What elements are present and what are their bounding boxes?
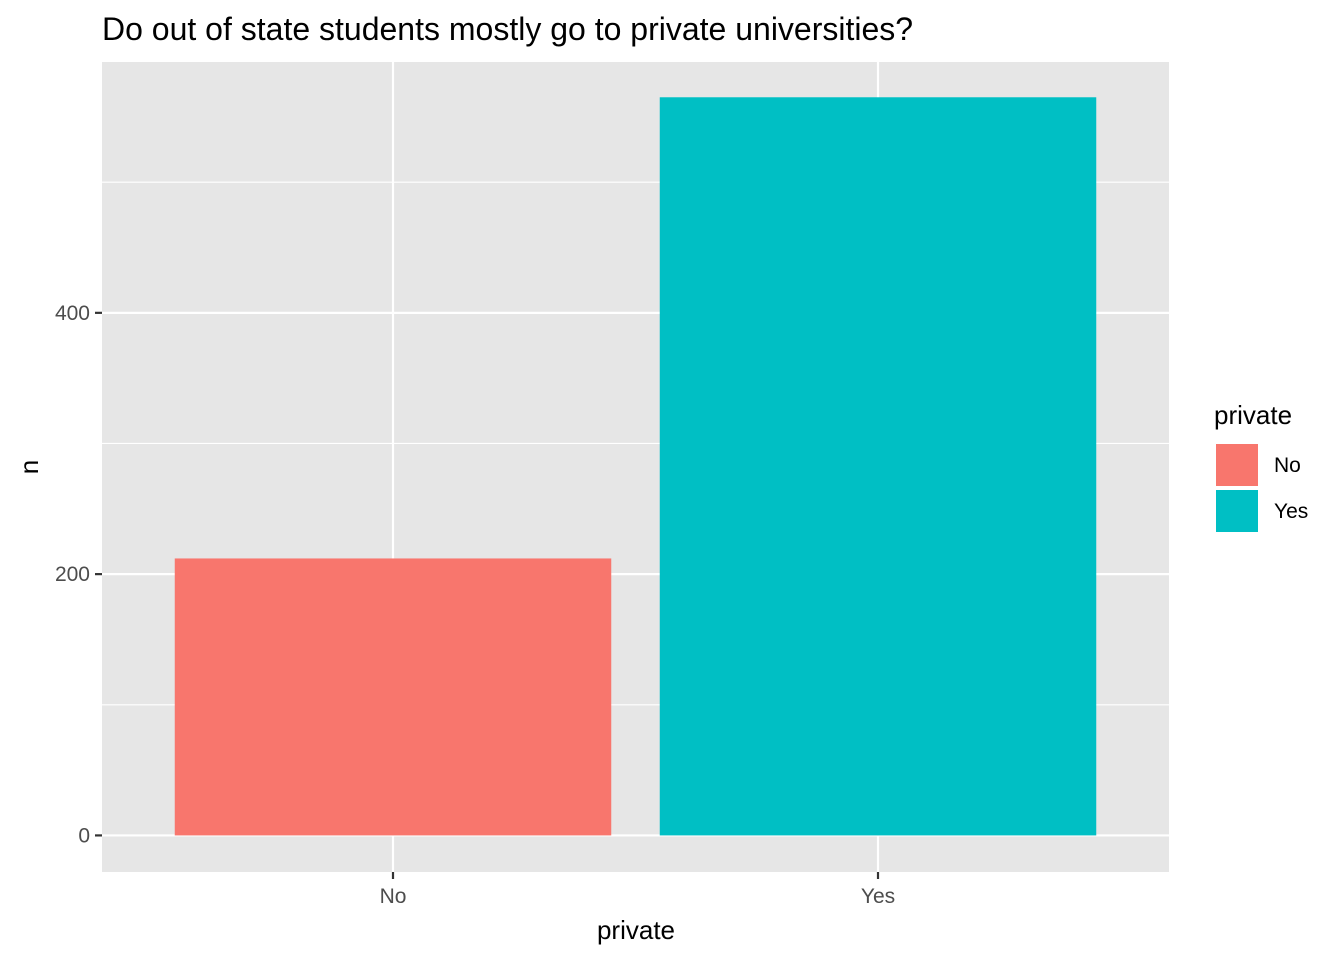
legend-label-no: No (1274, 454, 1301, 477)
y-axis: 0 200 400 (55, 302, 102, 847)
legend-key-yes (1216, 490, 1258, 532)
x-axis: No Yes (380, 872, 895, 908)
y-axis-title: n (14, 460, 44, 474)
bar-yes (659, 97, 1097, 836)
legend-title: private (1214, 400, 1292, 430)
legend: private No Yes (1214, 400, 1308, 532)
x-tick-label-no: No (380, 885, 407, 908)
y-tick-label: 0 (78, 824, 90, 847)
y-tick-label: 400 (55, 302, 90, 325)
y-tick-label: 200 (55, 563, 90, 586)
x-axis-title: private (597, 915, 675, 945)
chart-title: Do out of state students mostly go to pr… (102, 11, 913, 47)
legend-keys: No Yes (1216, 444, 1308, 532)
bar-no (174, 558, 612, 836)
x-tick-label-yes: Yes (861, 885, 895, 908)
legend-label-yes: Yes (1274, 500, 1308, 523)
bars (174, 97, 1097, 836)
legend-key-no (1216, 444, 1258, 486)
